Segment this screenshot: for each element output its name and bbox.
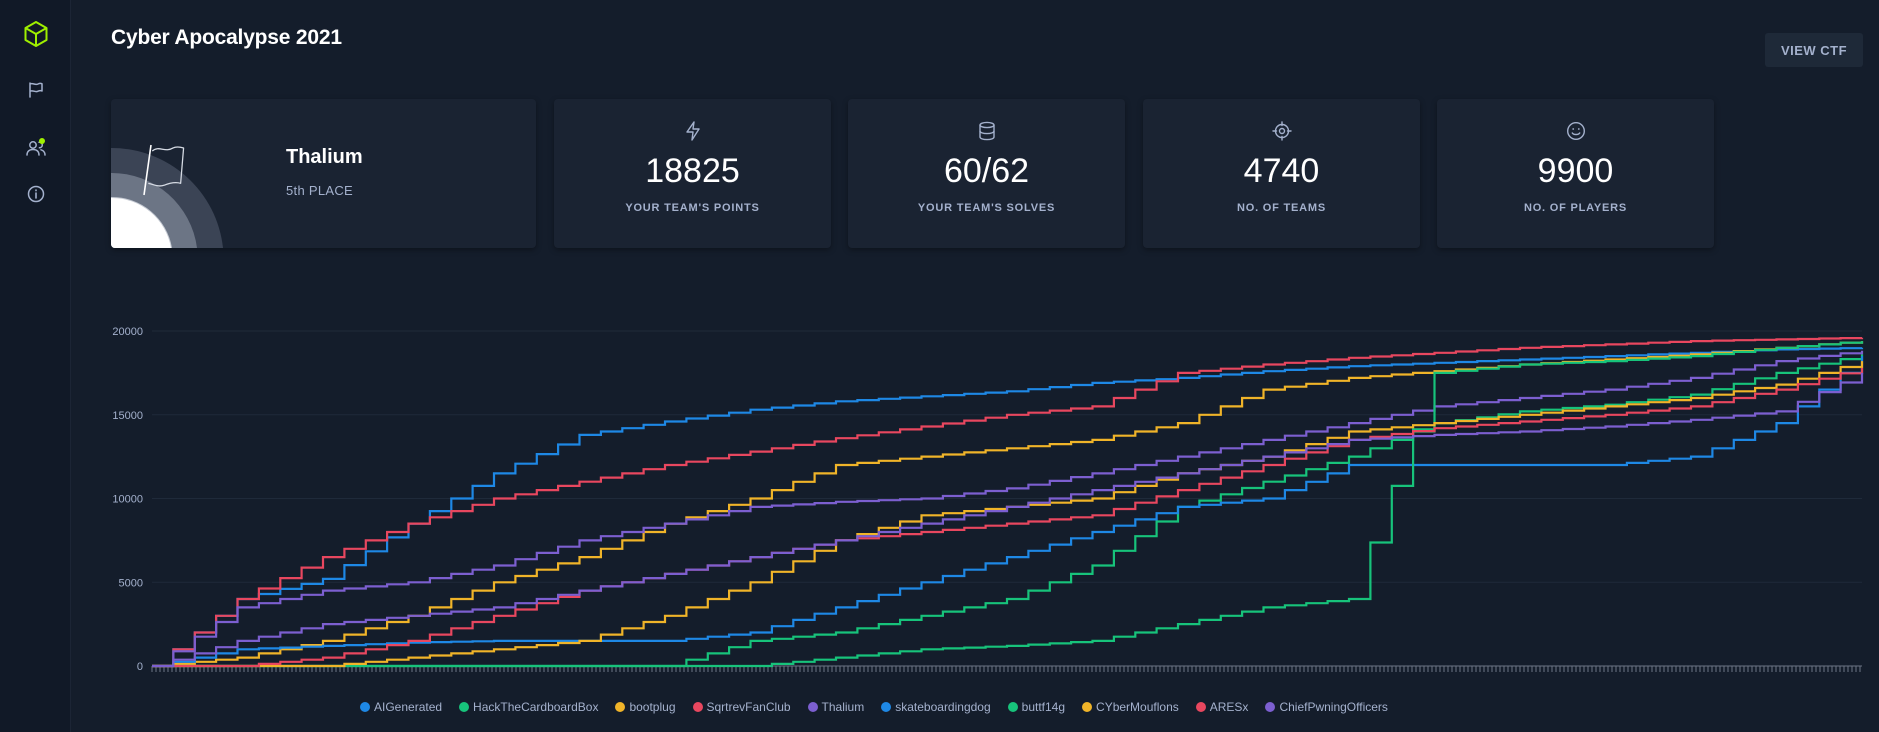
legend-item[interactable]: SqrtrevFanClub [692, 700, 791, 714]
legend-label: skateboardingdog [895, 700, 991, 714]
legend-label: ChiefPwningOfficers [1279, 700, 1388, 714]
legend-label: Thalium [821, 700, 865, 714]
stat-value: 4740 [1243, 152, 1320, 190]
smiley-icon [1437, 121, 1714, 141]
legend-label: HackTheCardboardBox [473, 700, 599, 714]
legend-color-dot [360, 702, 370, 712]
legend-item[interactable]: AIGenerated [360, 700, 442, 714]
team-icon[interactable] [0, 128, 71, 168]
lightning-icon [554, 121, 831, 141]
stat-card-points: 18825 YOUR TEAM'S POINTS [554, 99, 831, 248]
series-line-SqrtrevFanClub [152, 337, 1864, 668]
info-icon[interactable] [0, 174, 71, 214]
series-line-Thalium [152, 350, 1864, 668]
legend-item[interactable]: skateboardingdog [881, 700, 991, 714]
points-over-time-chart: 0 5000 10000 15000 20000 [112, 326, 1864, 673]
stat-label: YOUR TEAM'S SOLVES [917, 202, 1056, 214]
team-place: 5th PLACE [286, 183, 354, 198]
legend-color-dot [459, 702, 470, 712]
legend-item[interactable]: CYberMouflons [1082, 700, 1179, 714]
chart-legend: AIGenerated HackTheCardboardBox bootplug Sq… [360, 699, 1405, 715]
legend-item[interactable]: ChiefPwningOfficers [1265, 700, 1388, 714]
team-card: Thalium 5th PLACE [111, 99, 536, 248]
legend-color-dot [615, 702, 626, 712]
legend-color-dot [1195, 702, 1206, 712]
legend-item[interactable]: bootplug [615, 700, 676, 714]
legend-item[interactable]: Thalium [807, 700, 865, 714]
view-ctf-button[interactable]: VIEW CTF [1765, 33, 1863, 67]
stat-label: YOUR TEAM'S POINTS [625, 202, 760, 214]
legend-label: SqrtrevFanClub [706, 700, 791, 714]
team-name: Thalium [286, 146, 363, 168]
series-line-AIGenerated [152, 347, 1864, 668]
hackthebox-logo-icon[interactable] [0, 12, 71, 56]
legend-color-dot [881, 702, 892, 712]
stat-value: 9900 [1537, 152, 1614, 190]
stat-value: 60/62 [943, 152, 1030, 190]
stat-card-teams: 4740 NO. OF TEAMS [1143, 99, 1420, 248]
series-line-buttf14g [152, 341, 1864, 668]
y-tick-label: 15000 [112, 410, 143, 422]
legend-color-dot [1007, 702, 1018, 712]
sidebar [0, 0, 71, 732]
legend-color-dot [692, 702, 703, 712]
stat-card-players: 9900 NO. OF PLAYERS [1437, 99, 1714, 248]
legend-color-dot [1082, 702, 1093, 712]
stat-card-solves: 60/62 YOUR TEAM'S SOLVES [848, 99, 1125, 248]
page-title: Cyber Apocalypse 2021 [111, 26, 342, 49]
legend-label: buttf14g [1021, 700, 1066, 714]
legend-label: bootplug [629, 700, 676, 714]
flag-icon[interactable] [0, 70, 71, 110]
legend-color-dot [1265, 702, 1276, 712]
legend-label: ARESx [1209, 700, 1249, 714]
stat-label: NO. OF TEAMS [1236, 202, 1327, 214]
legend-item[interactable]: buttf14g [1007, 700, 1066, 714]
legend-label: AIGenerated [374, 700, 443, 714]
stat-label: NO. OF PLAYERS [1523, 202, 1628, 214]
database-icon [848, 121, 1125, 141]
legend-color-dot [807, 702, 818, 712]
series-line-ARESx [152, 367, 1864, 668]
team-rank-emblem [111, 144, 223, 248]
flag-icon [143, 144, 185, 196]
legend-item[interactable]: HackTheCardboardBox [459, 700, 598, 714]
y-tick-label: 5000 [119, 577, 143, 589]
y-tick-label: 10000 [112, 494, 143, 506]
notification-dot [39, 138, 45, 144]
y-tick-label: 20000 [112, 326, 143, 338]
header: Cyber Apocalypse 2021 VIEW CTF [71, 0, 1879, 80]
series-line-ChiefPwningOfficers [152, 372, 1864, 668]
stat-value: 18825 [645, 152, 740, 190]
legend-item[interactable]: ARESx [1195, 700, 1249, 714]
legend-label: CYberMouflons [1096, 700, 1179, 714]
target-icon [1143, 121, 1420, 141]
y-tick-label: 0 [137, 661, 143, 673]
